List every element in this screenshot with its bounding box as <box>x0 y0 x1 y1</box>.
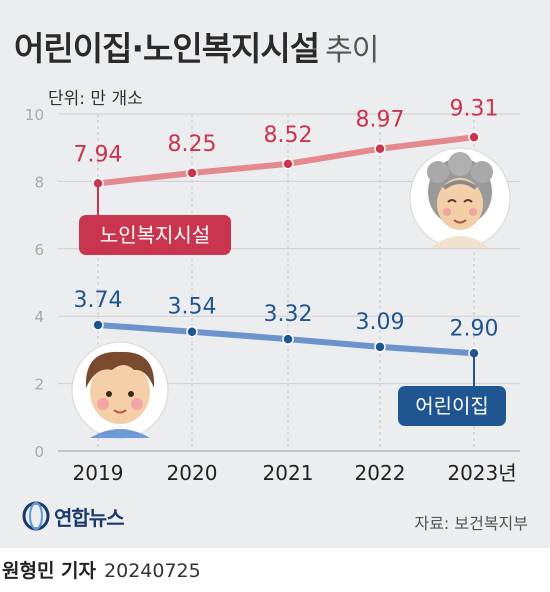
y-tick-label: 2 <box>34 376 44 394</box>
legend-label: 노인복지시설 <box>100 223 210 247</box>
data-label: 8.52 <box>264 123 313 148</box>
data-label: 7.94 <box>74 142 123 167</box>
y-tick-label: 8 <box>34 173 44 191</box>
chart-title: 어린이집·노인복지시설 추이 <box>14 22 379 70</box>
grid-layer: 0 2 4 6 8 10 2019 2020 2021 2022 2023년 <box>25 106 520 485</box>
reporter-name: 원형민 기자 <box>2 560 97 582</box>
callout-box <box>398 386 506 426</box>
legend-label: 어린이집 <box>415 394 489 418</box>
data-label: 3.09 <box>356 310 405 335</box>
source-note: 자료: 보건복지부 <box>414 514 528 533</box>
y-tick-label: 4 <box>34 308 44 326</box>
x-tick-label: 2019 <box>73 461 124 485</box>
data-label: 8.97 <box>356 108 405 133</box>
logo: 연합뉴스 <box>22 501 125 531</box>
y-tick-label: 0 <box>34 443 44 461</box>
data-label: 2.90 <box>450 316 499 341</box>
data-label: 3.54 <box>168 295 217 320</box>
data-point <box>92 319 104 331</box>
title-text: 어린이집·노인복지시설 <box>14 29 320 68</box>
publish-date: 20240725 <box>104 560 201 582</box>
data-point <box>186 325 198 338</box>
data-point <box>374 341 386 353</box>
illustration-layer <box>71 147 511 439</box>
chart-card <box>0 0 550 548</box>
label-layer: 7.94 8.25 8.52 8.97 9.31 3.74 3.54 3.32 3.09 2.90 <box>74 96 499 341</box>
data-label: 3.74 <box>74 288 123 313</box>
unit-label: 단위: 만 개소 <box>48 89 143 109</box>
data-label: 3.32 <box>264 302 313 327</box>
yonhap-logo-icon <box>22 501 50 531</box>
x-tick-label: 2021 <box>263 461 314 485</box>
x-tick-label: 2020 <box>167 461 218 485</box>
x-tick-label: 2023년 <box>447 461 516 485</box>
legend-elderly: 노인복지시설 <box>79 183 231 255</box>
data-point <box>468 131 480 144</box>
y-tick-label: 10 <box>25 106 44 124</box>
title-suffix: 추이 <box>325 33 379 68</box>
data-label: 8.25 <box>168 132 217 157</box>
data-point <box>282 158 294 170</box>
logo-text: 연합뉴스 <box>54 505 125 530</box>
y-tick-label: 6 <box>34 241 44 259</box>
byline: 원형민 기자 20240725 <box>2 556 201 583</box>
x-tick-label: 2022 <box>355 461 406 485</box>
data-point <box>186 167 198 179</box>
boy-icon <box>71 341 169 439</box>
data-point <box>282 333 294 345</box>
grandmother-icon <box>409 147 511 249</box>
callout-box <box>79 215 231 255</box>
data-label: 9.31 <box>450 96 499 121</box>
line-chart: 0 2 4 6 8 10 2019 2020 2021 2022 2023년 <box>25 96 520 485</box>
data-point <box>374 142 386 155</box>
footer-bar <box>0 548 550 592</box>
legend-child: 어린이집 <box>398 353 506 426</box>
